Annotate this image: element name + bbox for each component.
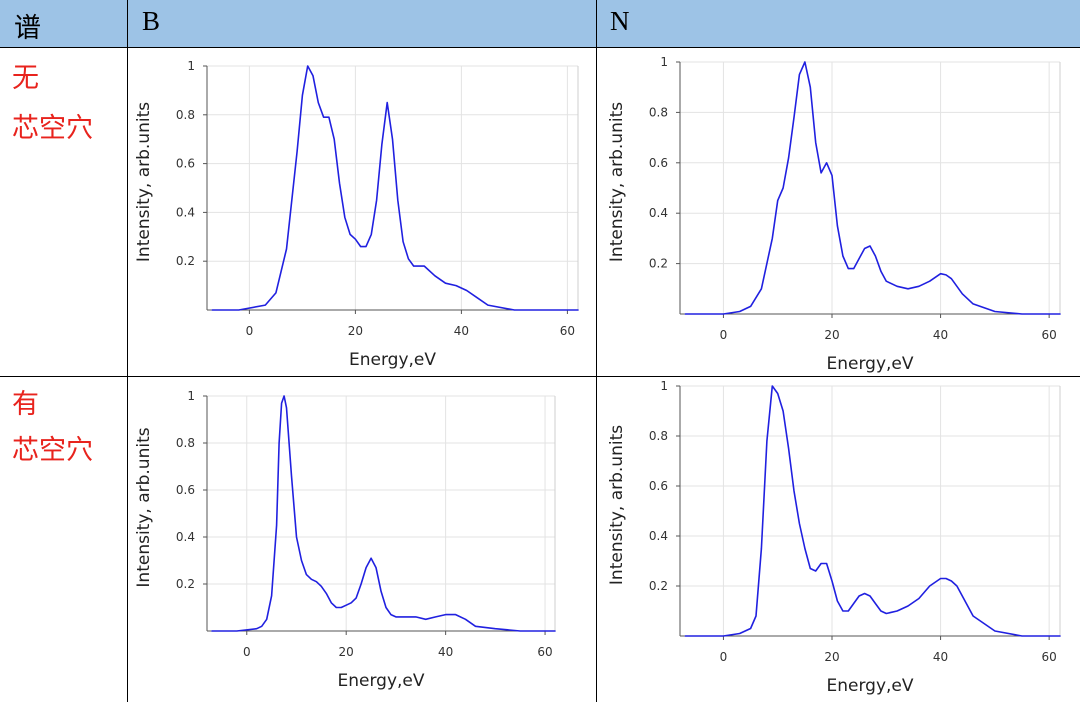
y-tick-label: 0.2: [649, 579, 668, 593]
y-tick-label: 1: [187, 59, 195, 73]
x-tick-label: 0: [243, 645, 251, 659]
x-tick-label: 40: [454, 324, 469, 338]
y-axis-title: Intensity, arb.units: [134, 102, 154, 262]
x-axis-title: Energy,eV: [826, 354, 913, 374]
row-divider: [0, 376, 1080, 377]
x-tick-label: 0: [720, 328, 728, 342]
column-divider: [596, 0, 597, 702]
y-tick-label: 0.4: [176, 530, 195, 544]
x-axis-title: Energy,eV: [826, 676, 913, 696]
y-axis-title: Intensity, arb.units: [134, 427, 154, 587]
header-col-spectrum: 谱: [14, 13, 41, 43]
x-tick-label: 40: [438, 645, 453, 659]
x-tick-label: 20: [339, 645, 354, 659]
y-tick-label: 0.6: [176, 157, 195, 171]
y-tick-label: 0.4: [649, 529, 668, 543]
y-tick-label: 0.4: [649, 206, 668, 220]
y-tick-label: 0.4: [176, 205, 195, 219]
y-axis-title: Intensity, arb.units: [607, 425, 627, 585]
y-tick-label: 0.8: [176, 436, 195, 450]
y-tick-label: 0.6: [649, 479, 668, 493]
y-tick-label: 1: [660, 379, 668, 393]
x-tick-label: 60: [560, 324, 575, 338]
x-tick-label: 20: [348, 324, 363, 338]
y-tick-label: 0.8: [176, 108, 195, 122]
x-tick-label: 60: [1042, 650, 1057, 664]
header-col-B: B: [142, 6, 161, 36]
column-divider: [127, 0, 128, 702]
header-col-N: N: [610, 6, 630, 36]
row-label-with-core-hole-2: 芯空穴: [12, 435, 93, 466]
series-line-N: [684, 61, 1061, 315]
x-tick-label: 0: [720, 650, 728, 664]
row-divider: [0, 47, 1080, 48]
y-tick-label: 0.6: [649, 156, 668, 170]
chart-N-with-core-hole: 0.2 0.4 0.6 0.8 1 0 20 40 60 Energy,eV Intensity, …: [607, 379, 1061, 696]
chart-B-with-core-hole: 0.2 0.4 0.6 0.8 1 0 20 40 60 Energy,eV Intensity, …: [134, 389, 556, 691]
y-tick-label: 0.2: [176, 254, 195, 268]
y-tick-label: 1: [660, 55, 668, 69]
y-tick-label: 0.2: [176, 577, 195, 591]
y-tick-label: 0.2: [649, 257, 668, 271]
x-tick-label: 60: [537, 645, 552, 659]
row-label-with-core-hole-1: 有: [12, 389, 39, 420]
series-line-B: [211, 65, 579, 311]
x-tick-label: 40: [933, 650, 948, 664]
series-line-N: [684, 385, 1061, 637]
y-axis-title: Intensity, arb.units: [607, 102, 627, 262]
x-axis-title: Energy,eV: [349, 350, 436, 370]
chart-B-no-core-hole: 0.2 0.4 0.6 0.8 1 0 20 40 60 Energy,eV Intensity, …: [134, 59, 579, 370]
x-tick-label: 40: [933, 328, 948, 342]
chart-N-no-core-hole: 0.2 0.4 0.6 0.8 1 0 20 40 60 Energy,eV Intensity, …: [607, 55, 1061, 374]
y-tick-label: 1: [187, 389, 195, 403]
x-tick-label: 0: [246, 324, 254, 338]
x-tick-label: 20: [824, 650, 839, 664]
x-tick-label: 20: [824, 328, 839, 342]
y-tick-label: 0.8: [649, 105, 668, 119]
row-label-no-core-hole-1: 无: [12, 63, 39, 94]
x-tick-label: 60: [1042, 328, 1057, 342]
header-row: [0, 0, 1080, 47]
y-tick-label: 0.8: [649, 429, 668, 443]
y-tick-label: 0.6: [176, 483, 195, 497]
x-axis-title: Energy,eV: [337, 671, 424, 691]
row-label-no-core-hole-2: 芯空穴: [12, 113, 93, 144]
series-line-B: [211, 395, 556, 632]
